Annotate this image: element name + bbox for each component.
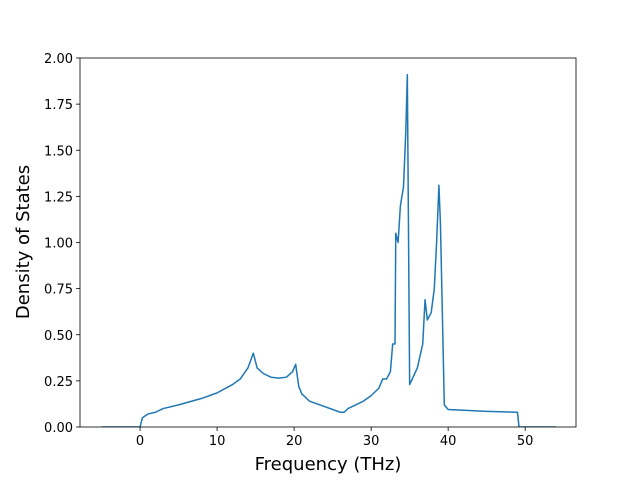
y-tick-label: 0.75	[44, 283, 73, 298]
y-tick-label: 1.25	[44, 190, 73, 205]
x-tick-label: 0	[136, 434, 144, 449]
y-tick-label: 1.50	[44, 144, 73, 159]
x-tick-label: 10	[209, 434, 226, 449]
x-tick-label: 50	[517, 434, 534, 449]
y-tick-label: 0.50	[44, 329, 73, 344]
x-tick-label: 40	[440, 434, 457, 449]
plot-frame	[79, 57, 577, 428]
y-tick-label: 0.00	[44, 421, 73, 436]
y-tick-label: 2.00	[44, 52, 73, 67]
y-tick-label: 0.25	[44, 375, 73, 390]
line-series	[101, 73, 556, 427]
y-axis-label: Density of States	[13, 165, 34, 319]
x-axis-label: Frequency (THz)	[255, 454, 402, 475]
y-tick-label: 1.75	[44, 98, 73, 113]
x-tick-label: 20	[286, 434, 303, 449]
x-tick-label: 30	[363, 434, 380, 449]
y-tick-label: 1.00	[44, 237, 73, 252]
